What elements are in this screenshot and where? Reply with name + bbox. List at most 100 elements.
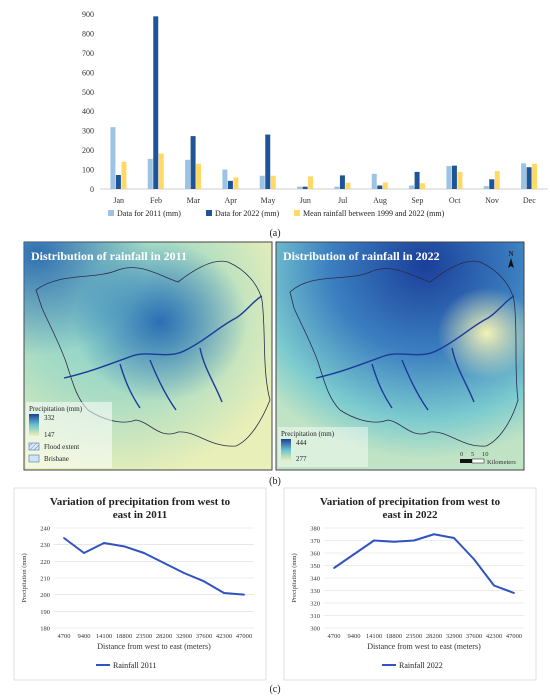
bar-y-tick: 500 <box>82 88 94 97</box>
line-point <box>183 572 185 574</box>
line-chart-2011-title-line2: east in 2011 <box>113 509 167 521</box>
line-chart-2022-panel: Variation of precipitation from west to … <box>283 487 537 681</box>
line-y-tick: 380 <box>310 526 320 533</box>
line-point <box>223 592 225 594</box>
bar-may-s0 <box>259 175 265 189</box>
bar-y-tick: 400 <box>82 107 94 116</box>
line-chart-2011-title-line1: Variation of precipitation from west to <box>50 496 231 508</box>
map-2011-title: Distribution of rainfall in 2011 <box>31 249 187 263</box>
line-point <box>513 592 515 594</box>
line-point <box>413 539 415 542</box>
series-line-rainfall-2011 <box>63 537 245 596</box>
line-y-tick: 220 <box>40 559 50 566</box>
bar-y-tick: 600 <box>82 68 94 77</box>
line-y-tick: 200 <box>40 592 50 599</box>
line-x-tick: 23500 <box>406 633 422 640</box>
line-point <box>63 537 65 539</box>
line-point <box>473 558 475 561</box>
line-point <box>83 552 85 554</box>
bar-jul-s0 <box>334 186 340 189</box>
bar-oct-s2 <box>457 171 463 189</box>
bar-x-axis: Jan Feb Mar Apr May Jun Jul Aug Sep Oct Nov Dec <box>113 196 536 205</box>
scale-unit: Kilometers <box>487 459 516 466</box>
bar-feb-s1 <box>153 16 159 190</box>
line-x-tick: 4700 <box>58 633 71 640</box>
line-y-tick: 340 <box>310 576 320 583</box>
bar-dec-s0 <box>521 163 527 189</box>
line-x-tick: 4700 <box>328 633 341 640</box>
line-x-tick: 28200 <box>426 633 442 640</box>
line-x-tick: 28200 <box>156 633 172 640</box>
bar-feb-s2 <box>158 153 164 189</box>
map-2011-legend-high: 332 <box>44 414 55 422</box>
line-chart-2011-panel: Variation of precipitation from west to … <box>13 487 267 681</box>
bar-x-tick: May <box>261 196 276 205</box>
map-2011-river-network <box>63 295 263 411</box>
line-y-tick: 360 <box>310 551 320 558</box>
map-2022-legend-low: 277 <box>296 455 307 463</box>
brisbane-swatch <box>28 454 40 463</box>
scale-tick-5: 5 <box>471 451 474 458</box>
line-x-tick: 32900 <box>446 633 462 640</box>
caption-a: (a) <box>269 228 280 239</box>
line-legend-label: Rainfall 2022 <box>399 661 443 670</box>
bar-x-tick: Apr <box>224 196 237 205</box>
bar-mar-s0 <box>185 159 191 189</box>
line-point <box>393 540 395 543</box>
line-point <box>203 580 205 583</box>
line-x-tick: 32900 <box>176 633 192 640</box>
map-2022-legend-box <box>278 427 368 467</box>
scale-bar: 0 5 10 Kilometers <box>460 451 516 466</box>
map-2011-legend-box <box>26 402 112 468</box>
map-2011-legend-title: Precipitation (mm) <box>29 405 83 413</box>
brisbane-label: Brisbane <box>44 455 69 463</box>
map-2022-catchment-outline <box>289 260 519 447</box>
line-y-tick: 320 <box>310 601 320 608</box>
bar-jul-s2 <box>345 182 351 189</box>
line-y-tick: 210 <box>40 576 50 583</box>
line-y-tick: 300 <box>310 626 320 633</box>
line-x-tick: 14100 <box>96 633 112 640</box>
bar-may-s1 <box>265 134 271 189</box>
bar-legend-label-2: Mean rainfall between 1999 and 2022 (mm) <box>303 209 445 218</box>
line-chart-2022-title-line2: east in 2022 <box>383 509 439 521</box>
line-y-tick: 190 <box>40 609 50 616</box>
map-2022-legend: Precipitation (mm) 444 277 <box>278 427 368 467</box>
line-chart-2022: 300 310 320 330 340 350 360 370 380 4700 9400 14100… <box>291 526 524 670</box>
line-y-tick: 240 <box>40 526 50 533</box>
bar-legend-label-0: Data for 2011 (mm) <box>117 209 181 218</box>
bar-mar-s1 <box>190 136 196 189</box>
bar-x-tick: Sep <box>411 196 423 205</box>
bar-y-tick: 0 <box>90 185 94 194</box>
line-chart-2011: 180 190 200 210 220 230 240 4700 9400 14100 18800 2… <box>21 526 254 670</box>
bar-y-tick: 100 <box>82 166 94 175</box>
line-x-tick: 47000 <box>236 633 252 640</box>
line-point <box>143 552 145 554</box>
bar-jun-s1 <box>302 186 308 189</box>
line-chart-2011-frame <box>13 487 267 681</box>
bar-aug-s1 <box>377 185 383 189</box>
line-chart-2022-title-line1: Variation of precipitation from west to <box>320 496 501 508</box>
line-x-tick: 9400 <box>78 633 91 640</box>
line-point <box>123 545 125 548</box>
bar-x-tick: Jan <box>113 196 124 205</box>
line-x-tick: 18800 <box>116 633 132 640</box>
line-point <box>333 567 335 569</box>
map-2022-legend-ramp <box>281 439 291 461</box>
bar-sep-s2 <box>420 183 426 189</box>
bar-x-tick: Jul <box>338 196 348 205</box>
bar-jul-s1 <box>339 175 345 189</box>
line-point <box>163 562 165 564</box>
bar-legend: Data for 2011 (mm) Data for 2022 (mm) Mean… <box>108 209 445 218</box>
bar-sep-s0 <box>409 185 415 189</box>
map-2022-title: Distribution of rainfall in 2022 <box>283 249 440 263</box>
bar-x-tick: Nov <box>485 196 499 205</box>
bar-y-tick: 700 <box>82 49 94 58</box>
scale-tick-10: 10 <box>482 451 489 458</box>
bar-apr-s2 <box>233 177 239 189</box>
line-x-tick: 23500 <box>136 633 152 640</box>
monthly-rainfall-bar-chart: 0 100 200 300 400 500 600 700 800 900 Jan Feb Mar Ap… <box>82 10 548 218</box>
line-x-tick: 47000 <box>506 633 522 640</box>
line-point <box>453 537 455 539</box>
line-point <box>493 584 495 587</box>
